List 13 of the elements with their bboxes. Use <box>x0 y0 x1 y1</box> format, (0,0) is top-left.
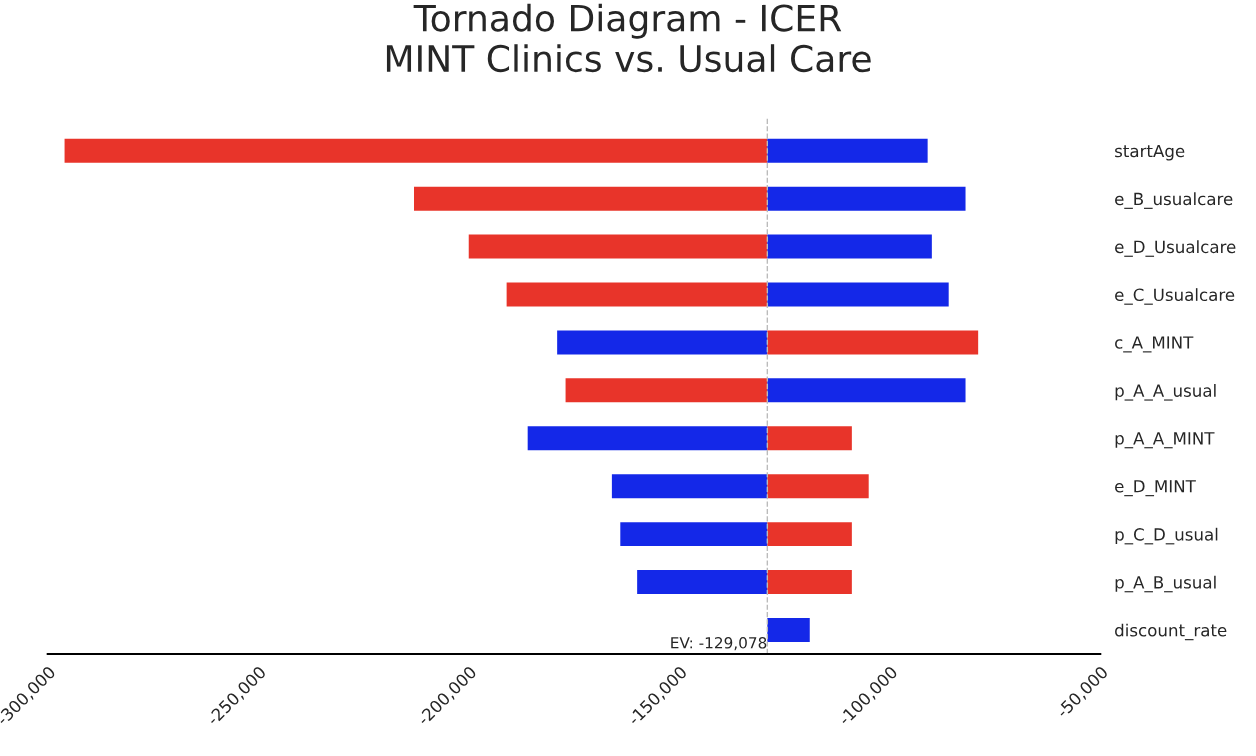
y-tick-label: e_C_Usualcare <box>1115 288 1235 305</box>
y-tick-label: startAge <box>1115 144 1185 161</box>
y-tick-label: e_D_Usualcare <box>1115 240 1236 257</box>
y-tick-label: p_C_D_usual <box>1115 527 1218 545</box>
y-tick-label: e_D_MINT <box>1115 480 1196 497</box>
y-tick-label: discount_rate <box>1115 623 1227 641</box>
y-tick-label: e_B_usualcare <box>1115 192 1233 209</box>
ref-line-label: EV: -129,078 <box>671 637 767 651</box>
chart-title: Tornado Diagram - ICER MINT Clinics vs. Usual Care <box>386 3 871 73</box>
y-tick-label: p_A_A_MINT <box>1115 432 1215 449</box>
y-tick-label: p_A_B_usual <box>1115 575 1216 593</box>
y-tick-label: c_A_MINT <box>1115 336 1194 353</box>
y-tick-label: p_A_A_usual <box>1115 384 1216 401</box>
